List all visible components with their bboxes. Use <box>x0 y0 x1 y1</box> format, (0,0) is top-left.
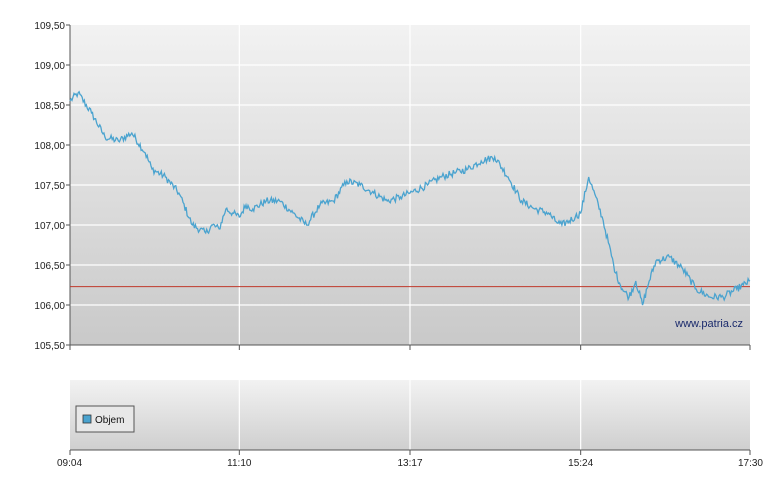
y-tick-label: 107,50 <box>34 181 65 192</box>
legend-swatch-objem <box>82 414 92 424</box>
y-tick-label: 109,50 <box>34 21 65 32</box>
y-tick-label: 107,00 <box>34 221 65 232</box>
y-tick-label: 109,00 <box>34 61 65 72</box>
price-series-line <box>69 90 751 306</box>
x-tick-label: 09:04 <box>57 458 82 469</box>
y-tick-label: 106,50 <box>34 261 65 272</box>
x-tick-label: 17:30 <box>738 458 763 469</box>
y-tick-label: 105,50 <box>34 341 65 352</box>
time-x-axis: 09:04 11:10 13:17 15:24 17:30 <box>57 345 763 469</box>
volume-gridlines <box>238 380 582 450</box>
legend-label-objem: Objem <box>95 415 124 426</box>
y-tick-label: 106,00 <box>34 301 65 312</box>
watermark: www.patria.cz <box>674 318 743 330</box>
x-tick-label: 13:17 <box>397 458 422 469</box>
y-tick-label: 108,00 <box>34 141 65 152</box>
x-tick-label: 11:10 <box>227 458 252 469</box>
x-tick-label: 15:24 <box>568 458 593 469</box>
price-y-axis: 109,50 109,00 108,50 108,00 107,50 107,00 106,… <box>34 21 70 352</box>
y-tick-label: 108,50 <box>34 101 65 112</box>
legend: Objem <box>75 405 135 433</box>
price-gridlines <box>70 25 750 345</box>
